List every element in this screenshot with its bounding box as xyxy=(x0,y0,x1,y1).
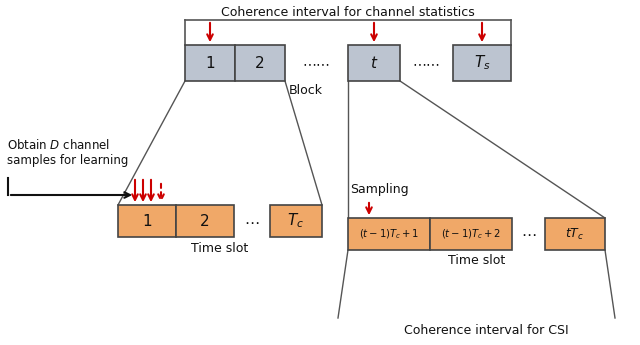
Text: $(t-1)T_c+2$: $(t-1)T_c+2$ xyxy=(441,227,501,241)
Bar xyxy=(348,45,400,81)
Bar xyxy=(235,45,285,81)
Bar xyxy=(185,45,235,81)
Text: $\cdots\cdots$: $\cdots\cdots$ xyxy=(412,56,440,70)
Text: Sampling: Sampling xyxy=(350,184,408,197)
Text: Coherence interval for CSI: Coherence interval for CSI xyxy=(404,324,569,336)
Text: 1: 1 xyxy=(142,214,152,228)
Text: Obtain $D$ channel
samples for learning: Obtain $D$ channel samples for learning xyxy=(7,138,129,167)
Bar xyxy=(348,218,430,250)
Text: $tT_c$: $tT_c$ xyxy=(565,226,584,242)
Text: 1: 1 xyxy=(205,56,215,70)
Text: $\cdots$: $\cdots$ xyxy=(521,227,536,242)
Text: $t$: $t$ xyxy=(370,55,378,71)
Text: $\cdots\cdots$: $\cdots\cdots$ xyxy=(303,56,331,70)
Bar xyxy=(270,205,322,237)
Text: Coherence interval for channel statistics: Coherence interval for channel statistic… xyxy=(221,6,475,19)
Text: Block: Block xyxy=(289,85,323,98)
Bar xyxy=(430,218,512,250)
Bar xyxy=(545,218,605,250)
Bar xyxy=(118,205,176,237)
Text: $T_s$: $T_s$ xyxy=(474,54,490,72)
Text: $\cdots$: $\cdots$ xyxy=(244,214,260,228)
Bar xyxy=(176,205,234,237)
Text: $(t-1)T_c+1$: $(t-1)T_c+1$ xyxy=(359,227,419,241)
Text: Time slot: Time slot xyxy=(448,255,505,267)
Text: 2: 2 xyxy=(200,214,210,228)
Text: $T_c$: $T_c$ xyxy=(287,211,305,230)
Bar xyxy=(453,45,511,81)
Text: Time slot: Time slot xyxy=(191,241,248,255)
Text: 2: 2 xyxy=(255,56,265,70)
